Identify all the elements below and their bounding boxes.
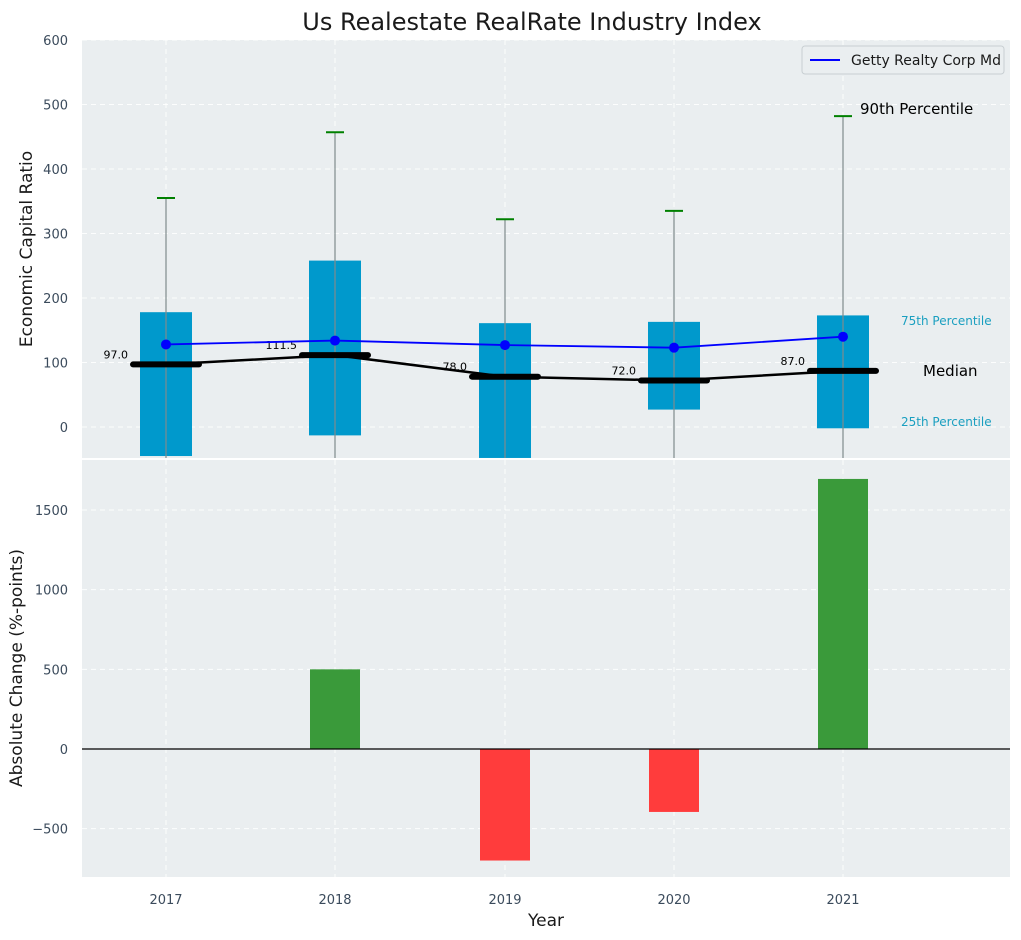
p75-annotation: 75th Percentile: [901, 314, 992, 328]
legend: Getty Realty Corp Md: [801, 45, 1005, 75]
top-y-tick-label: 100: [43, 357, 68, 372]
median-value-label: 72.0: [612, 365, 637, 378]
bottom-marks: [82, 478, 1010, 861]
chart-title: Us Realestate RealRate Industry Index: [302, 8, 761, 36]
bottom-grid: −500 0 500 1000 1500: [32, 460, 1010, 877]
x-tick-label: 2017: [149, 893, 182, 908]
top-y-tick-label: 400: [43, 163, 68, 178]
top-y-tick-label: 500: [43, 99, 68, 114]
change-bar-2021: [818, 478, 868, 749]
median-value-label: 78.0: [443, 361, 468, 374]
series-point-2018: [330, 335, 340, 346]
x-tick-label: 2019: [488, 893, 521, 908]
median-value-label: 87.0: [781, 355, 806, 368]
x-tick-label: 2020: [657, 893, 690, 908]
series-point-2017: [161, 339, 171, 350]
bottom-y-tick-label: 0: [60, 743, 68, 758]
bottom-y-tick-label: 1000: [35, 584, 68, 599]
top-y-tick-label: 300: [43, 228, 68, 243]
series-point-2019: [500, 340, 510, 351]
top-y-axis-label: Economic Capital Ratio: [17, 151, 37, 347]
x-axis-label: Year: [527, 911, 564, 931]
x-tick-label: 2018: [318, 893, 351, 908]
bottom-panel-background: [82, 460, 1010, 877]
top-y-tick-label: 600: [43, 34, 68, 49]
legend-entry-label: Getty Realty Corp Md: [851, 53, 1001, 69]
bottom-y-tick-label: 500: [43, 663, 68, 678]
series-point-2021: [838, 331, 848, 342]
top-y-tick-label: 0: [60, 421, 68, 436]
bottom-y-tick-label: 1500: [35, 504, 68, 519]
change-bar-2020: [649, 749, 699, 812]
x-ticks: 2017 2018 2019 2020 2021: [149, 893, 859, 908]
bottom-y-axis-label: Absolute Change (%-points): [7, 549, 27, 787]
legend-box: [801, 45, 1005, 75]
change-bar-2018: [310, 669, 360, 749]
median-annotation: Median: [923, 362, 978, 380]
p25-annotation: 25th Percentile: [901, 415, 992, 429]
p90-annotation: 90th Percentile: [860, 100, 973, 118]
bottom-y-tick-label: −500: [32, 823, 68, 838]
median-value-label: 97.0: [104, 348, 129, 361]
series-point-2020: [669, 342, 679, 353]
change-bar-2019: [480, 749, 530, 861]
top-y-tick-label: 200: [43, 292, 68, 307]
x-tick-label: 2021: [826, 893, 859, 908]
